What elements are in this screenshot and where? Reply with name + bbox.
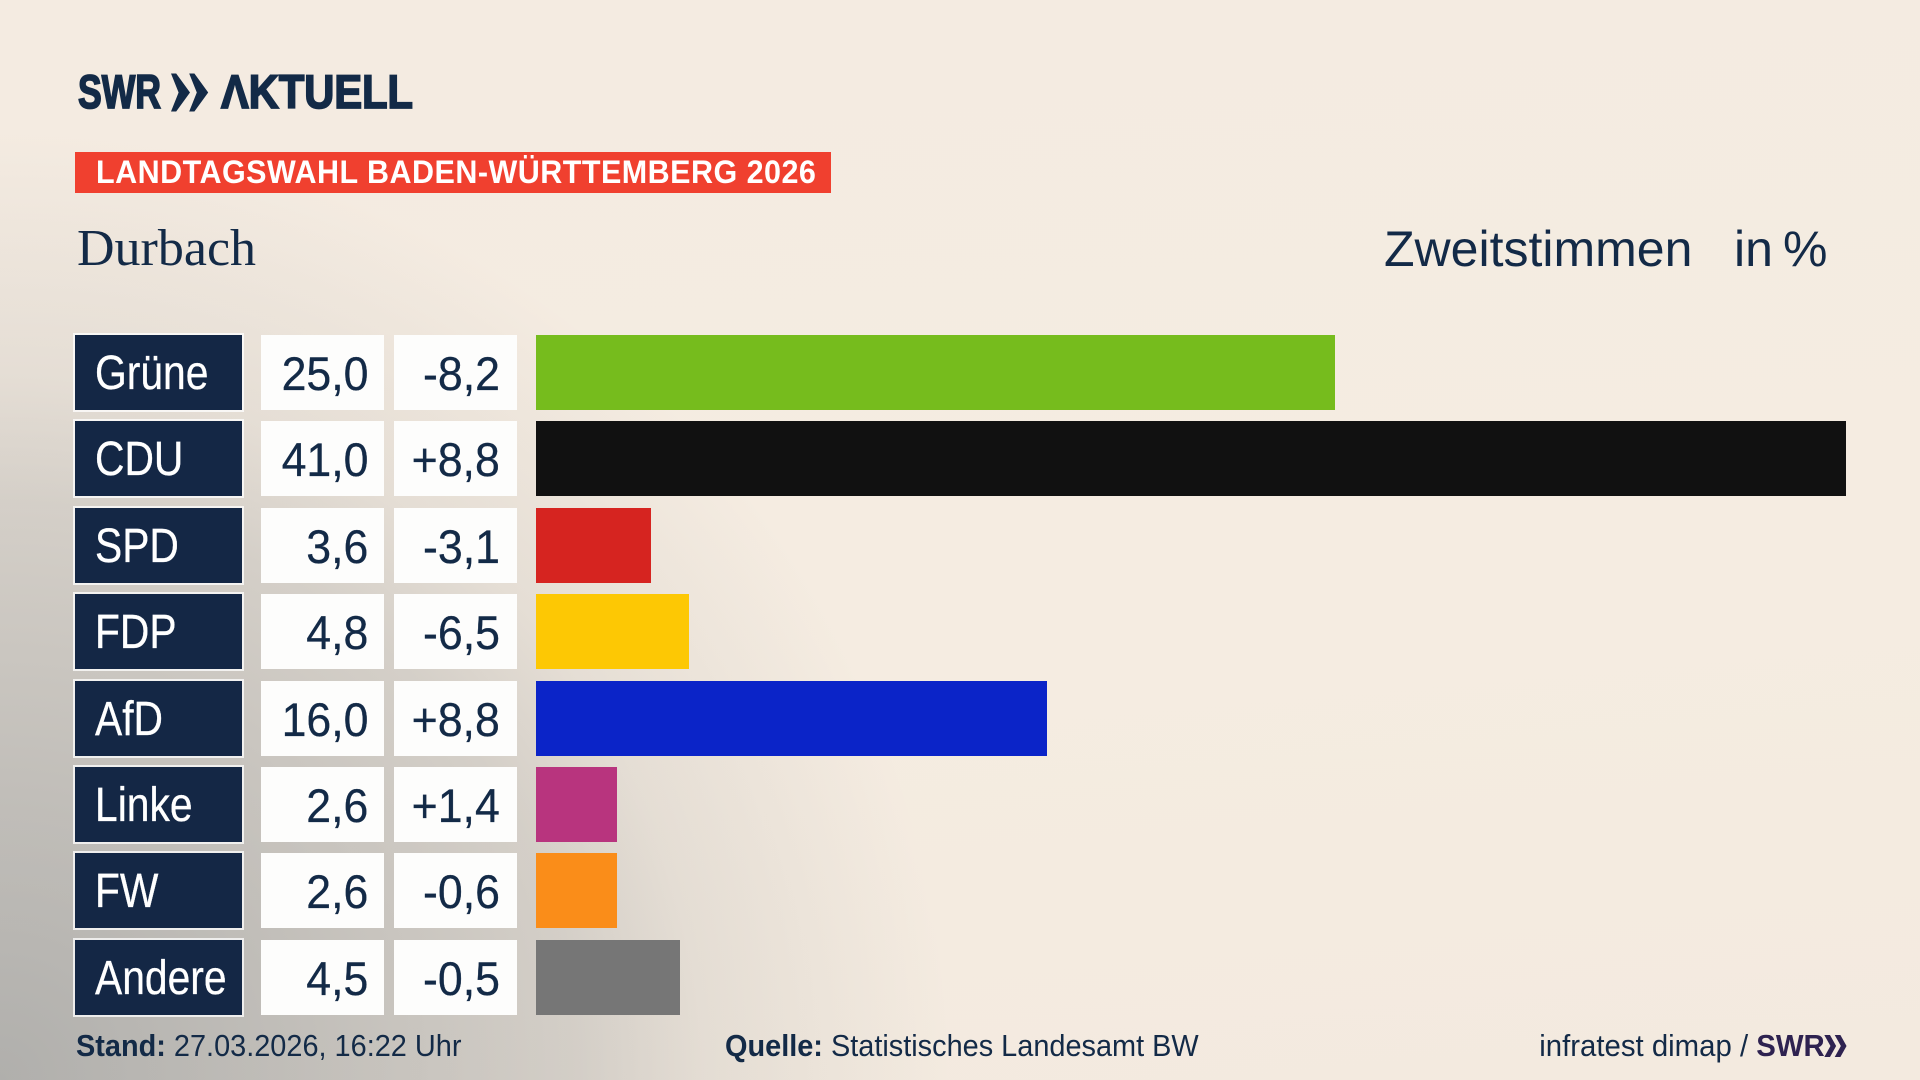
svg-text:ΛKTUELL: ΛKTUELL bbox=[221, 70, 413, 114]
svg-text:SWR: SWR bbox=[78, 70, 161, 114]
